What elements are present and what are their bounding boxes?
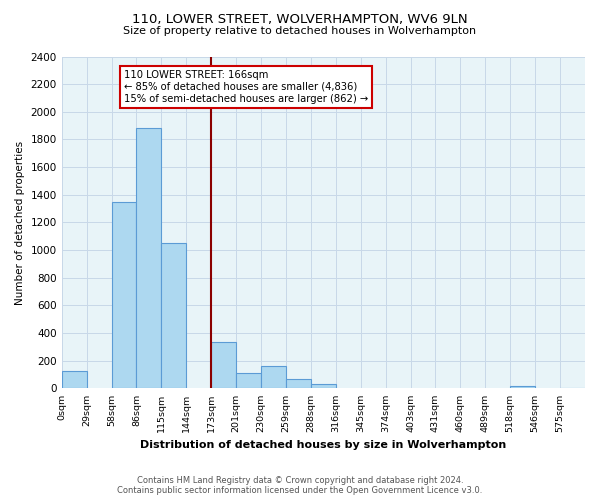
Bar (112, 202, 136, 388)
Text: Size of property relative to detached houses in Wolverhampton: Size of property relative to detached ho… (124, 26, 476, 36)
Text: 110, LOWER STREET, WOLVERHAMPTON, WV6 9LN: 110, LOWER STREET, WOLVERHAMPTON, WV6 9L… (132, 12, 468, 26)
X-axis label: Distribution of detached houses by size in Wolverhampton: Distribution of detached houses by size … (140, 440, 506, 450)
Bar (510, 386, 535, 388)
Bar (62, 371, 86, 388)
Bar (311, 384, 336, 388)
Text: 110 LOWER STREET: 166sqm
← 85% of detached houses are smaller (4,836)
15% of sem: 110 LOWER STREET: 166sqm ← 85% of detach… (124, 70, 368, 104)
Bar (261, 366, 286, 388)
Text: Contains HM Land Registry data © Crown copyright and database right 2024.
Contai: Contains HM Land Registry data © Crown c… (118, 476, 482, 495)
Bar (286, 380, 311, 388)
Bar (211, 342, 236, 388)
Bar (236, 373, 261, 388)
Bar (161, 243, 186, 388)
Bar (136, 128, 161, 388)
Y-axis label: Number of detached properties: Number of detached properties (15, 140, 25, 304)
